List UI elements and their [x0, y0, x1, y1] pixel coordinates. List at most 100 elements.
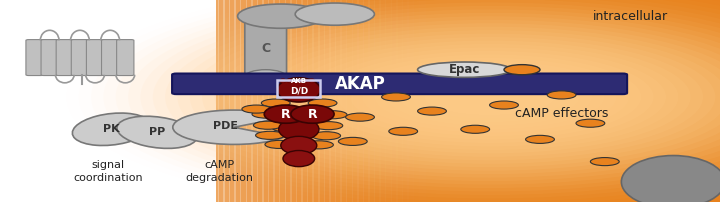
Bar [251, 0, 258, 202]
Bar [235, 0, 241, 202]
Bar [95, 0, 102, 202]
Ellipse shape [117, 116, 197, 148]
Text: Epac: Epac [449, 63, 480, 76]
Bar [217, 0, 225, 202]
Circle shape [313, 47, 666, 146]
Circle shape [526, 135, 554, 143]
Circle shape [474, 93, 505, 101]
Circle shape [504, 65, 540, 75]
Bar [195, 0, 202, 202]
Bar [33, 0, 40, 202]
Bar [268, 0, 275, 202]
Ellipse shape [277, 78, 320, 102]
Bar [56, 0, 63, 202]
Circle shape [202, 16, 720, 178]
Text: AKB: AKB [291, 78, 307, 84]
Ellipse shape [283, 150, 315, 167]
Bar [39, 0, 46, 202]
Bar [6, 0, 13, 202]
Ellipse shape [280, 79, 287, 83]
Circle shape [449, 86, 530, 108]
Circle shape [346, 113, 374, 121]
Text: PK: PK [103, 124, 120, 134]
Circle shape [318, 111, 347, 119]
Ellipse shape [279, 118, 319, 140]
Circle shape [590, 158, 619, 166]
Bar [184, 0, 191, 202]
Circle shape [177, 9, 720, 185]
Bar [45, 0, 52, 202]
Text: intracellular: intracellular [593, 10, 667, 23]
Circle shape [251, 30, 720, 164]
Text: PDE: PDE [213, 121, 238, 131]
Bar [363, 0, 370, 202]
Circle shape [338, 54, 642, 140]
Circle shape [351, 58, 629, 136]
FancyBboxPatch shape [71, 40, 89, 76]
Circle shape [437, 82, 542, 112]
Bar [277, 80, 320, 97]
Bar [335, 0, 342, 202]
Bar [84, 0, 91, 202]
Bar [379, 0, 387, 202]
Circle shape [272, 123, 304, 132]
Bar [302, 0, 308, 202]
Bar [112, 0, 119, 202]
Text: R: R [307, 108, 318, 121]
Bar [424, 0, 431, 202]
Bar [274, 0, 281, 202]
Bar [329, 0, 336, 202]
Bar [418, 0, 426, 202]
Bar [150, 0, 158, 202]
Circle shape [295, 3, 374, 25]
Circle shape [375, 65, 604, 129]
Circle shape [462, 89, 518, 105]
Circle shape [165, 6, 720, 188]
Circle shape [412, 75, 567, 119]
Bar [284, 0, 292, 202]
Bar [216, 0, 720, 202]
Bar [22, 0, 30, 202]
Bar [50, 0, 58, 202]
Circle shape [301, 44, 678, 150]
Bar [12, 0, 18, 202]
Ellipse shape [264, 105, 307, 123]
FancyBboxPatch shape [86, 40, 104, 76]
Bar [134, 0, 141, 202]
Bar [402, 0, 409, 202]
FancyBboxPatch shape [245, 19, 287, 78]
Text: D/D: D/D [289, 87, 308, 96]
Bar [324, 0, 330, 202]
Text: AKAP: AKAP [335, 75, 385, 93]
Bar [0, 0, 7, 202]
FancyBboxPatch shape [26, 40, 43, 76]
Bar [140, 0, 147, 202]
Circle shape [261, 99, 290, 107]
FancyBboxPatch shape [172, 74, 627, 94]
Bar [296, 0, 302, 202]
Bar [207, 0, 213, 202]
Bar [67, 0, 74, 202]
Bar [128, 0, 135, 202]
Bar [61, 0, 68, 202]
Bar [106, 0, 113, 202]
Ellipse shape [621, 156, 720, 202]
Bar [307, 0, 314, 202]
Circle shape [140, 0, 720, 195]
Bar [396, 0, 403, 202]
Circle shape [312, 132, 341, 140]
FancyBboxPatch shape [41, 40, 58, 76]
Bar [357, 0, 364, 202]
Ellipse shape [72, 113, 151, 145]
Bar [430, 0, 437, 202]
Circle shape [389, 127, 418, 135]
Circle shape [461, 125, 490, 133]
Text: R: R [281, 108, 291, 121]
Bar [117, 0, 125, 202]
Ellipse shape [287, 79, 294, 83]
Bar [145, 0, 152, 202]
Bar [257, 0, 264, 202]
Bar [408, 0, 415, 202]
Bar [262, 0, 269, 202]
Bar [167, 0, 174, 202]
